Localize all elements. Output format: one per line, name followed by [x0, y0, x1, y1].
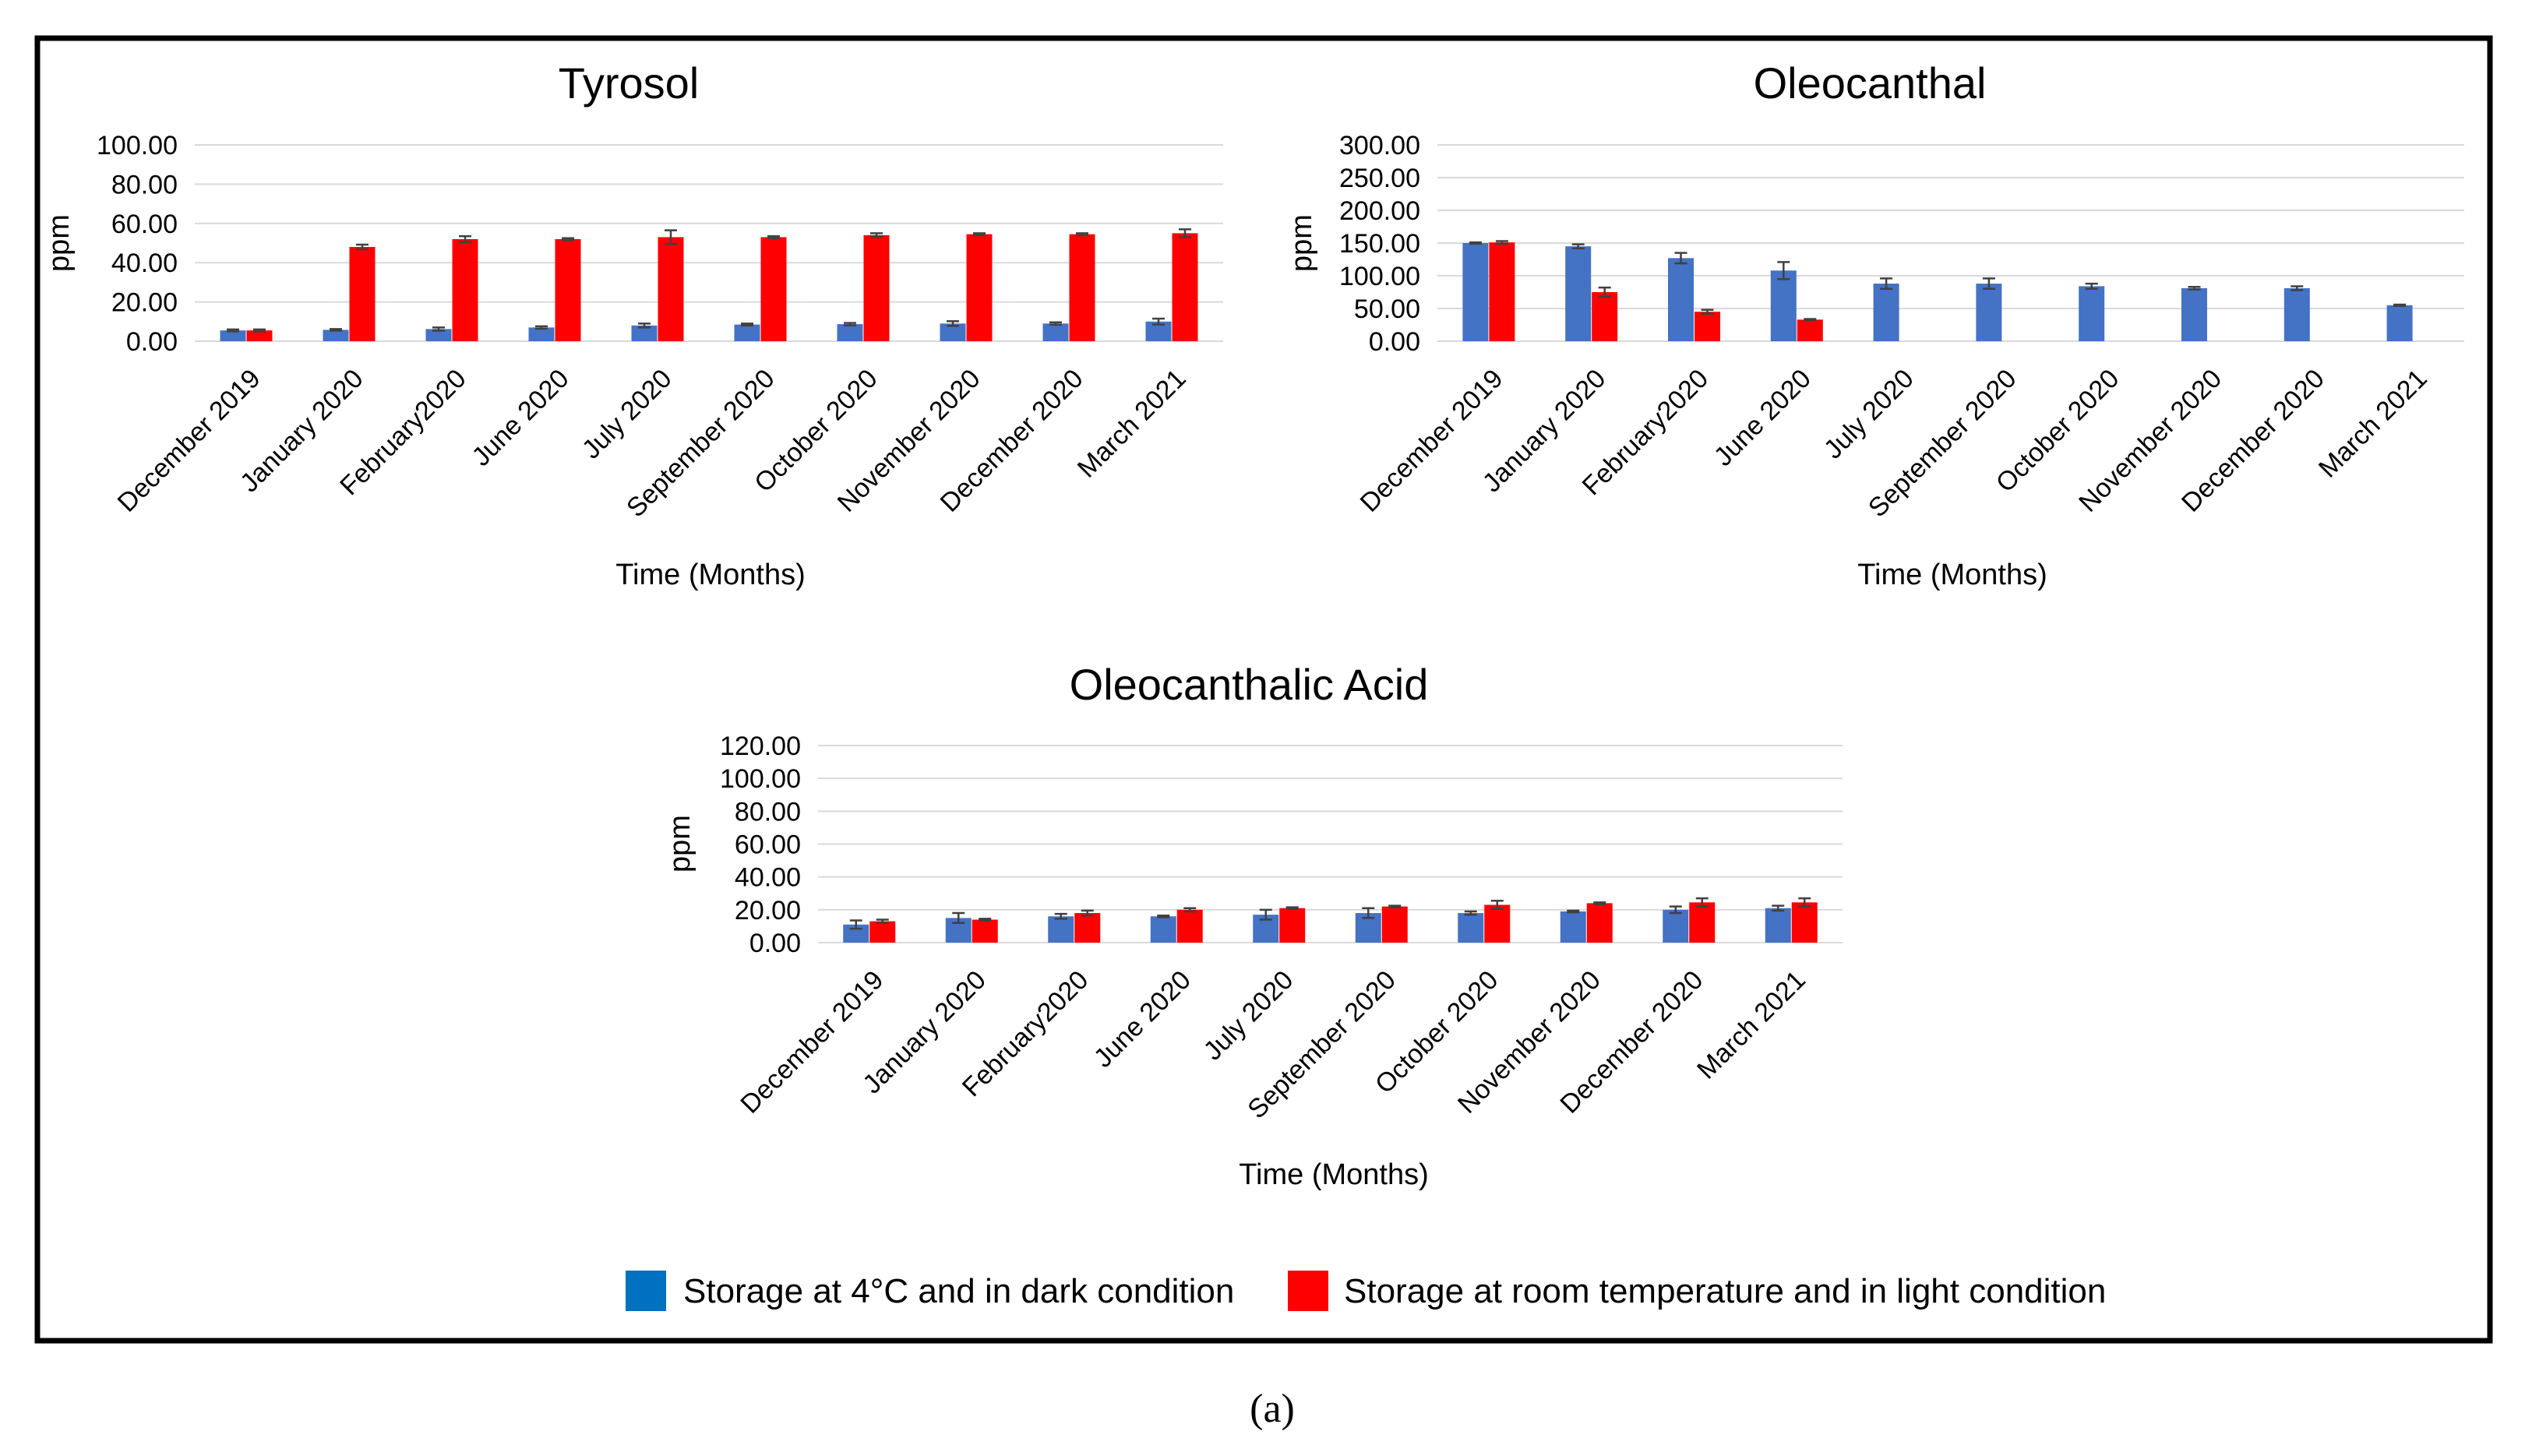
bar-oleocanthalic-acid-light-november-2020: [1586, 903, 1613, 943]
bar-oleocanthal-dark-january-2020: [1565, 246, 1592, 341]
y-tick-label: 100.00: [1339, 262, 1420, 291]
bar-oleocanthalic-acid-dark-december-2019: [843, 924, 869, 943]
bar-tyrosol-light-march-2021: [1172, 233, 1198, 341]
bar-oleocanthal-light-february2020: [1695, 312, 1720, 341]
bar-oleocanthal-light-december-2019: [1489, 242, 1515, 341]
legend-swatch-light: [1288, 1271, 1328, 1311]
bar-oleocanthal-dark-july-2020: [1873, 284, 1899, 341]
y-axis-label: ppm: [43, 214, 76, 272]
y-tick-label: 80.00: [735, 797, 801, 827]
bar-tyrosol-dark-january-2020: [323, 330, 349, 341]
legend-label-dark: Storage at 4°C and in dark condition: [683, 1272, 1234, 1310]
y-tick-label: 0.00: [1369, 327, 1420, 357]
y-tick-label: 80.00: [111, 170, 178, 199]
chart-title: Oleocanthalic Acid: [1070, 660, 1429, 709]
bar-oleocanthalic-acid-light-december-2020: [1689, 902, 1716, 943]
bar-tyrosol-dark-september-2020: [734, 324, 760, 341]
bar-oleocanthal-dark-september-2020: [1976, 284, 2002, 341]
bar-tyrosol-light-july-2020: [658, 237, 684, 341]
y-tick-label: 300.00: [1339, 131, 1420, 160]
bar-tyrosol-dark-december-2019: [220, 330, 246, 341]
bar-tyrosol-dark-june-2020: [528, 327, 555, 341]
chart-title: Oleocanthal: [1754, 58, 1987, 108]
bar-oleocanthal-dark-march-2021: [2386, 305, 2413, 341]
bar-oleocanthalic-acid-dark-october-2020: [1458, 913, 1484, 943]
bar-tyrosol-dark-october-2020: [837, 324, 863, 341]
bar-oleocanthalic-acid-dark-march-2021: [1765, 908, 1791, 943]
bar-oleocanthalic-acid-dark-november-2020: [1560, 911, 1586, 943]
bar-tyrosol-dark-december-2020: [1042, 323, 1069, 341]
bar-oleocanthal-dark-november-2020: [2181, 287, 2207, 341]
y-tick-label: 200.00: [1339, 196, 1420, 226]
y-tick-label: 60.00: [735, 830, 801, 860]
bar-oleocanthalic-acid-dark-december-2020: [1663, 909, 1689, 943]
bar-oleocanthal-dark-december-2019: [1462, 243, 1489, 341]
bar-oleocanthalic-acid-light-june-2020: [1176, 909, 1203, 943]
chart-title: Tyrosol: [559, 58, 700, 108]
bar-tyrosol-dark-february2020: [425, 329, 452, 341]
bar-oleocanthalic-acid-light-december-2019: [869, 921, 896, 943]
bar-tyrosol-light-october-2020: [863, 234, 890, 341]
bar-oleocanthal-dark-june-2020: [1770, 270, 1797, 341]
y-tick-label: 40.00: [735, 863, 801, 893]
bar-tyrosol-dark-july-2020: [631, 325, 658, 341]
x-axis-label: Time (Months): [1239, 1158, 1429, 1191]
y-tick-label: 100.00: [720, 764, 801, 794]
bar-oleocanthal-dark-october-2020: [2079, 286, 2105, 341]
bar-tyrosol-light-december-2020: [1069, 234, 1095, 341]
bar-tyrosol-light-june-2020: [555, 238, 581, 341]
y-tick-label: 150.00: [1339, 229, 1420, 259]
bar-tyrosol-light-december-2019: [246, 330, 273, 341]
y-tick-label: 250.00: [1339, 164, 1420, 193]
legend-label-light: Storage at room temperature and in light…: [1344, 1272, 2106, 1310]
bar-oleocanthalic-acid-dark-february2020: [1048, 916, 1074, 943]
bar-oleocanthalic-acid-light-january-2020: [972, 919, 998, 943]
x-axis-label: Time (Months): [1857, 559, 2047, 591]
figure-caption: (a): [1250, 1387, 1295, 1431]
bar-oleocanthalic-acid-light-february2020: [1074, 913, 1101, 943]
y-tick-label: 0.00: [749, 929, 801, 958]
bar-tyrosol-light-february2020: [452, 238, 478, 341]
bar-oleocanthal-light-january-2020: [1592, 292, 1618, 341]
bar-oleocanthalic-acid-dark-june-2020: [1150, 916, 1176, 943]
bar-tyrosol-light-november-2020: [966, 234, 993, 341]
bar-tyrosol-light-september-2020: [760, 237, 787, 341]
bar-tyrosol-dark-november-2020: [940, 323, 966, 341]
y-tick-label: 60.00: [111, 210, 178, 239]
y-tick-label: 50.00: [1354, 294, 1420, 324]
x-axis-label: Time (Months): [615, 559, 806, 591]
y-tick-label: 0.00: [126, 327, 178, 357]
bar-oleocanthalic-acid-light-march-2021: [1791, 902, 1818, 943]
bar-oleocanthalic-acid-light-october-2020: [1484, 904, 1511, 943]
bar-oleocanthalic-acid-light-september-2020: [1381, 906, 1408, 943]
bar-oleocanthal-dark-december-2020: [2283, 287, 2310, 341]
y-tick-label: 20.00: [735, 896, 801, 925]
y-tick-label: 100.00: [97, 131, 178, 160]
y-tick-label: 120.00: [720, 732, 801, 761]
figure-frame: [34, 35, 2493, 1344]
y-axis-label: ppm: [664, 815, 696, 873]
bar-oleocanthal-dark-february2020: [1668, 258, 1694, 341]
y-tick-label: 20.00: [111, 288, 178, 318]
legend: Storage at 4°C and in dark condition Sto…: [626, 1271, 2106, 1311]
y-axis-label: ppm: [1285, 214, 1318, 272]
bar-oleocanthal-light-june-2020: [1797, 319, 1823, 341]
legend-swatch-dark: [626, 1271, 666, 1311]
y-tick-label: 40.00: [111, 249, 178, 278]
bar-oleocanthalic-acid-light-july-2020: [1279, 908, 1306, 943]
bar-tyrosol-light-january-2020: [349, 247, 376, 341]
